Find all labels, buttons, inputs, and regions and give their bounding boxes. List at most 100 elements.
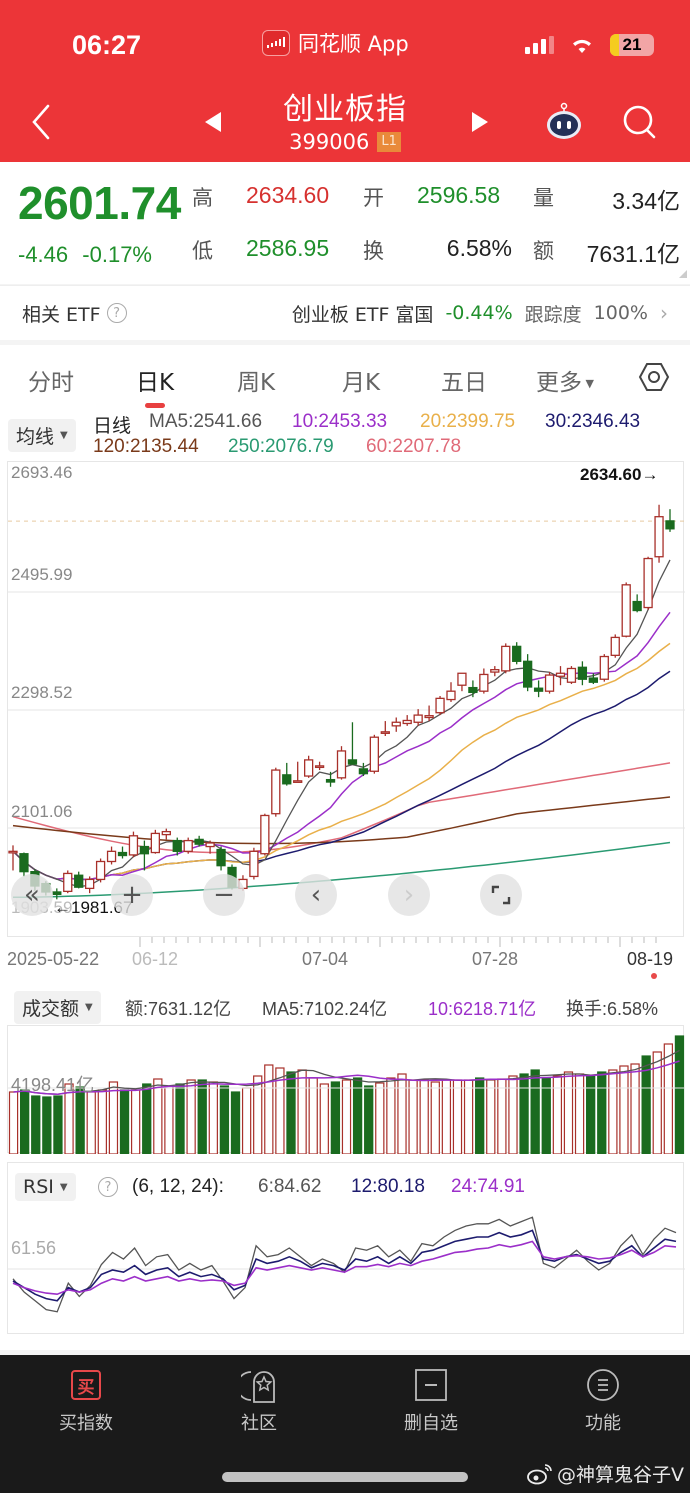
app-name: 同花顺 App (298, 32, 409, 56)
date-start: 2025-05-22 (7, 949, 100, 969)
tracking-label: 跟踪度 (524, 303, 582, 326)
status-time: 06:27 (72, 30, 142, 60)
chevron-right-icon: › (660, 301, 668, 325)
scroll-left-button[interactable]: ‹ (295, 874, 337, 916)
ma120-value: 120:2135.44 (93, 436, 199, 457)
etf-label: 相关 ETF (22, 303, 101, 326)
rsi-lines (8, 1216, 685, 1313)
tab-five-day[interactable]: 五日 (441, 370, 487, 396)
amount-value: 7631.1亿 (586, 241, 680, 267)
period-label: 日线 (93, 415, 132, 437)
rsi-section: RSI ▼ ? (6, 12, 24): 6:84.62 12:80.18 24:… (0, 1162, 690, 1334)
date-2: 06-12 (132, 949, 179, 969)
title-block: 创业板指 399006 L1 (0, 84, 690, 154)
header: 06:27 同花顺 App 21 创业板指 399006 L1 (0, 0, 690, 162)
rsi6-value: 6:84.62 (258, 1176, 322, 1197)
price-change: -4.46 -0.17% (18, 242, 152, 268)
candlestick-plot (8, 504, 685, 900)
settings-icon[interactable] (638, 361, 670, 393)
home-indicator[interactable] (222, 1472, 468, 1482)
fullscreen-button[interactable] (480, 874, 522, 916)
low-label: 低 (192, 239, 213, 263)
zoom-out-button[interactable]: − (203, 874, 245, 916)
ma250-value: 250:2076.79 (228, 436, 334, 457)
date-end: 08-19 (627, 949, 674, 969)
scroll-start-button[interactable]: « (11, 874, 53, 916)
open-value: 2596.58 (417, 182, 501, 208)
turnover-rate: 换手:6.58% (566, 999, 659, 1019)
stock-code: 399006 (289, 130, 370, 154)
bottom-action-bar: 买 买指数 社区 删自选 功能 @神算鬼谷子V (0, 1355, 690, 1493)
volume-y-tick: 4198.41亿 (11, 1075, 95, 1095)
volume-section: 成交额 ▼ 额:7631.12亿 MA5:7102.24亿 10:6218.71亿… (0, 983, 690, 1154)
date-3: 07-04 (302, 949, 349, 969)
tab-more[interactable]: 更多 ▼ (536, 370, 594, 396)
date-4: 07-28 (472, 949, 519, 969)
active-tab-indicator (145, 403, 165, 408)
back-icon[interactable] (26, 100, 56, 144)
rsi12-value: 12:80.18 (351, 1176, 425, 1197)
level-badge: L1 (377, 132, 401, 152)
signal-icon (525, 36, 554, 54)
rsi-chart[interactable]: RSI ▼ ? (6, 12, 24): 6:84.62 12:80.18 24:… (7, 1162, 685, 1334)
amount-label: 额 (533, 239, 554, 263)
ma-legend: 均线 ▼ 日线 MA5:2541.66 10:2453.33 20:2399.75… (0, 409, 690, 459)
date-axis: 2025-05-22 06-12 07-04 07-28 08-19 (0, 937, 690, 979)
rsi-help-icon[interactable]: ? (98, 1177, 118, 1197)
scroll-right-button[interactable]: › (388, 874, 430, 916)
functions-button[interactable]: 功能 (543, 1365, 663, 1435)
y-tick-4: 2101.06 (11, 802, 73, 821)
battery-icon: 21 (610, 34, 654, 56)
ma60-value: 60:2207.78 (366, 436, 462, 457)
remove-watchlist-button[interactable]: 删自选 (371, 1365, 491, 1435)
tracking-value: 100% (593, 302, 648, 324)
rsi24-value: 24:74.91 (451, 1176, 525, 1197)
turnover-label: 换 (363, 239, 384, 263)
prev-stock-icon[interactable] (203, 110, 223, 134)
current-date-dot (651, 973, 657, 979)
zoom-in-button[interactable]: + (111, 874, 153, 916)
quote-panel: 2601.74 -4.46 -0.17% 高 2634.60 开 2596.58… (0, 162, 690, 284)
etf-name: 创业板 ETF 富国 (291, 303, 434, 326)
high-label: 高 (192, 186, 213, 210)
period-tabs: 分时 日K 周K 月K 五日 更多 ▼ (0, 345, 690, 409)
volume-label: 量 (533, 186, 554, 210)
help-icon[interactable]: ? (106, 303, 127, 323)
change-value: -4.46 (18, 242, 69, 267)
y-tick-2: 2495.99 (11, 565, 73, 584)
volume-value: 3.34亿 (612, 188, 680, 214)
change-percent: -0.17% (82, 242, 152, 267)
community-button[interactable]: 社区 (199, 1365, 319, 1435)
tab-monthly-k[interactable]: 月K (342, 370, 381, 396)
ai-robot-icon[interactable] (542, 100, 586, 144)
indicator-dropdown[interactable]: 均线 ▼ (8, 419, 76, 452)
tab-daily-k[interactable]: 日K (136, 370, 175, 396)
wifi-icon (573, 39, 591, 53)
buy-icon: 买 (71, 1370, 101, 1400)
ma10-value: 10:2453.33 (292, 411, 388, 432)
search-icon[interactable] (620, 102, 660, 142)
app-logo-icon (262, 30, 290, 56)
high-value: 2634.60 (246, 182, 330, 208)
y-tick-max: 2693.46 (11, 463, 73, 482)
max-price-marker: 2634.60→ (580, 465, 659, 484)
volume-chart[interactable]: 4198.41亿 (7, 1025, 685, 1154)
related-etf-row[interactable]: 相关 ETF ? 创业板 ETF 富国 -0.44% 跟踪度 100% › (0, 285, 690, 340)
status-app-indicator: 同花顺 App (262, 28, 409, 58)
weibo-icon (527, 1463, 552, 1484)
ma20-value: 20:2399.75 (420, 411, 516, 432)
chart-card: 分时 日K 周K 月K 五日 更多 ▼ 均线 ▼ 日线 MA5:2541.66 1… (0, 345, 690, 1350)
open-label: 开 (363, 186, 384, 210)
tab-intraday[interactable]: 分时 (28, 370, 74, 396)
buy-index-button[interactable]: 买 买指数 (26, 1365, 146, 1435)
rsi-params: (6, 12, 24): (132, 1176, 224, 1197)
next-stock-icon[interactable] (470, 110, 490, 134)
low-value: 2586.95 (246, 235, 330, 261)
rsi-indicator-dropdown[interactable]: RSI ▼ (15, 1173, 76, 1201)
volume-indicator-dropdown[interactable]: 成交额 ▼ (14, 991, 101, 1024)
tab-weekly-k[interactable]: 周K (237, 370, 276, 396)
volume-amount: 额:7631.12亿 (125, 999, 232, 1019)
menu-icon (587, 1369, 619, 1401)
kline-chart[interactable]: 2693.46 2495.99 2298.52 2101.06 1903.59 … (7, 461, 685, 937)
expand-corner-icon[interactable] (679, 270, 687, 278)
